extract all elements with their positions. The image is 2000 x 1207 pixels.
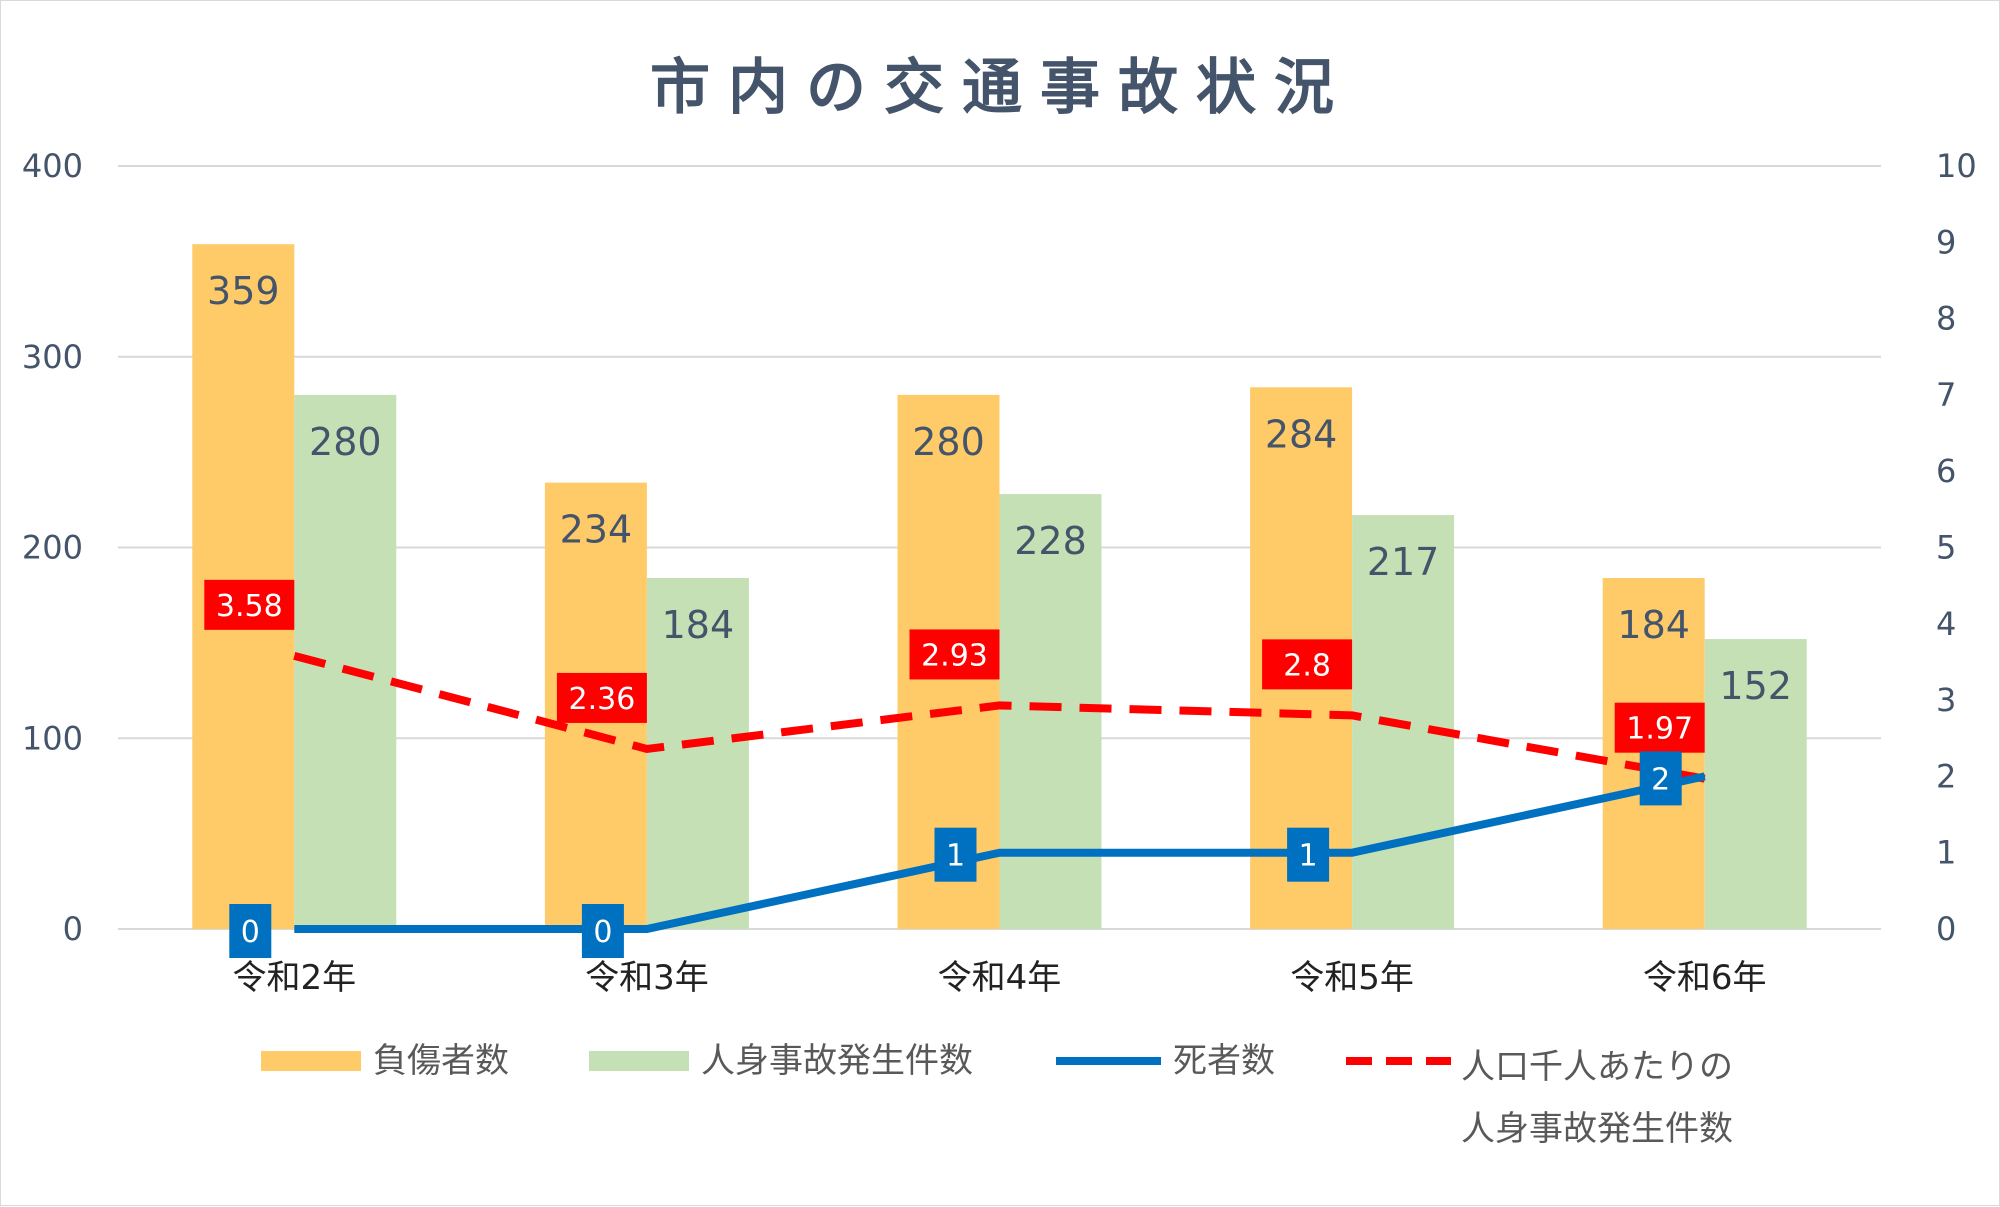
- y2-tick-label: 2: [1936, 757, 1956, 795]
- death-data-label: 0: [241, 915, 260, 950]
- bar-data-label: 217: [1367, 540, 1440, 584]
- death-data-label: 0: [593, 915, 612, 950]
- y-tick-label: 200: [22, 529, 83, 567]
- bar: [646, 578, 749, 929]
- death-series: 0 0 1 1 2: [229, 751, 1706, 958]
- category-label: 令和5年: [1290, 958, 1414, 998]
- category-label: 令和2年: [232, 958, 356, 998]
- right-axis: 0 1 2 3 4 5 6 7 8 9 10: [1936, 147, 1977, 948]
- bar-data-label: 184: [1617, 603, 1690, 647]
- bar-data-label: 280: [912, 420, 985, 464]
- death-data-label: 1: [946, 839, 965, 874]
- bar-data-label: 228: [1014, 519, 1087, 563]
- rate-label-box: [1614, 702, 1705, 753]
- chart-title: 市内の交通事故状況: [650, 53, 1352, 123]
- y2-tick-label: 1: [1936, 834, 1956, 872]
- y2-tick-label: 7: [1936, 376, 1956, 414]
- y2-tick-label: 10: [1936, 147, 1977, 185]
- rate-label-box: [556, 672, 647, 723]
- legend-label-rate-line2: 人身事故発生件数: [1461, 1109, 1733, 1149]
- y2-tick-label: 6: [1936, 452, 1956, 490]
- bar-data-label: 184: [662, 603, 735, 647]
- bar-data-label: 284: [1265, 412, 1338, 456]
- legend-swatch-injured: [261, 1051, 361, 1071]
- y2-tick-label: 4: [1936, 605, 1956, 643]
- y2-tick-label: 8: [1936, 300, 1956, 338]
- rate-data-label: 1.97: [1626, 712, 1693, 747]
- bar-data-label: 359: [207, 269, 280, 313]
- death-data-label: 2: [1651, 762, 1670, 797]
- y2-tick-label: 9: [1936, 223, 1956, 261]
- bar-labels: 359 234 280 284 184 280 184 228 217 152: [207, 269, 1792, 708]
- bars: [192, 244, 1807, 929]
- rate-series: 3.58 2.36 2.93 2.8 1.97: [204, 579, 1706, 783]
- death-label-box: [229, 904, 272, 958]
- legend-label-accidents: 人身事故発生件数: [701, 1041, 973, 1081]
- bar-data-label: 234: [560, 508, 633, 552]
- death-label-box: [581, 904, 624, 958]
- rate-data-label: 2.93: [921, 638, 988, 673]
- category-label: 令和3年: [585, 958, 709, 998]
- death-label-box: [934, 827, 977, 882]
- rate-label-box: [1262, 639, 1353, 690]
- y2-tick-label: 5: [1936, 529, 1956, 567]
- rate-data-label: 2.8: [1283, 648, 1331, 683]
- death-label-box: [1639, 751, 1682, 806]
- y2-tick-label: 0: [1936, 910, 1956, 948]
- y2-tick-label: 3: [1936, 681, 1956, 719]
- category-label: 令和6年: [1643, 958, 1767, 998]
- rate-data-label: 2.36: [569, 682, 636, 717]
- bar: [1704, 639, 1807, 929]
- y-tick-label: 400: [22, 147, 83, 185]
- legend-label-rate-line1: 人口千人あたりの: [1461, 1047, 1733, 1087]
- rate-line: [293, 651, 1706, 783]
- y-tick-label: 0: [63, 910, 83, 948]
- y-tick-label: 300: [22, 338, 83, 376]
- bar-data-label: 280: [309, 420, 382, 464]
- legend-swatch-accidents: [589, 1051, 689, 1071]
- y-tick-label: 100: [22, 719, 83, 757]
- death-data-label: 1: [1299, 839, 1318, 874]
- category-axis: 令和2年 令和3年 令和4年 令和5年 令和6年: [232, 958, 1766, 998]
- bar-data-label: 152: [1719, 664, 1792, 708]
- category-label: 令和4年: [938, 958, 1062, 998]
- rate-label-box: [204, 579, 295, 630]
- legend-label-deaths: 死者数: [1173, 1041, 1275, 1081]
- rate-label-box: [909, 629, 1000, 680]
- death-label-box: [1287, 827, 1330, 882]
- rate-data-label: 3.58: [216, 589, 283, 624]
- left-axis: 0 100 200 300 400: [22, 147, 83, 948]
- legend-label-injured: 負傷者数: [373, 1041, 509, 1081]
- death-line: [294, 772, 1706, 933]
- legend: 負傷者数 人身事故発生件数 死者数 人口千人あたりの 人身事故発生件数: [261, 1041, 1733, 1149]
